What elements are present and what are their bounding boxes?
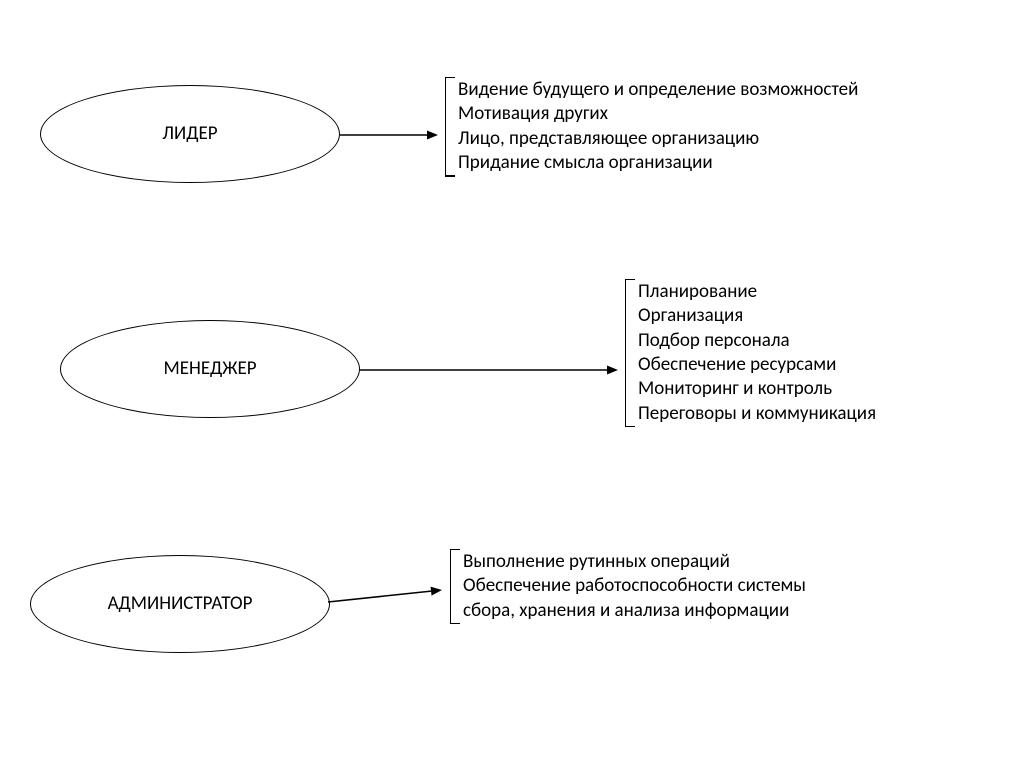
role-ellipse-leader: ЛИДЕР [40,85,340,183]
desc-line: Организация [638,304,1018,328]
role-ellipse-admin: АДМИНИСТРАТОР [30,555,330,653]
role-label: АДМИНИСТРАТОР [108,594,253,615]
desc-line: Обеспечение ресурсами [638,353,1018,377]
desc-line: Переговоры и коммуникация [638,402,1018,426]
diagram-canvas: ЛИДЕР Видение будущего и определение возм… [0,0,1024,768]
desc-line: Планирование [638,280,1018,304]
desc-line: Мотивация других [458,102,1018,126]
desc-line: Обеспечение работоспособности системы [463,574,1018,598]
desc-line: Видение будущего и определение возможнос… [458,78,1018,102]
desc-line: Подбор персонала [638,329,1018,353]
role-ellipse-manager: МЕНЕДЖЕР [60,320,360,418]
arrow [328,123,450,147]
role-label: МЕНЕДЖЕР [163,359,256,380]
desc-line: Лицо, представляющее организацию [458,127,1018,151]
arrow [348,358,630,382]
desc-line: Мониторинг и контроль [638,377,1018,401]
arrow [316,578,454,614]
desc-line: Придание смысла организации [458,151,1018,175]
desc-line: сбора, хранения и анализа информации [463,599,1018,623]
role-desc-manager: ПланированиеОрганизацияПодбор персоналаО… [625,280,1018,426]
role-desc-admin: Выполнение рутинных операцийОбеспечение … [450,550,1018,623]
role-label: ЛИДЕР [162,124,217,145]
role-desc-leader: Видение будущего и определение возможнос… [445,78,1018,175]
desc-line: Выполнение рутинных операций [463,550,1018,574]
